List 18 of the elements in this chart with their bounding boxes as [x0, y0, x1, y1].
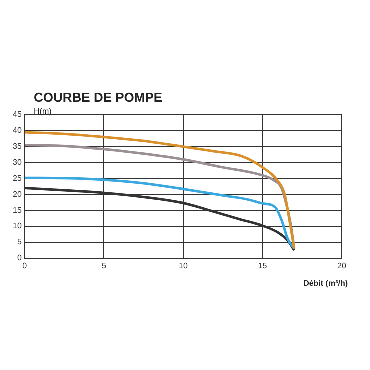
x-tick-label: 10: [178, 261, 188, 270]
y-tick-label: 15: [12, 206, 22, 215]
line-series: [24, 176, 296, 250]
y-tick-label: 45: [12, 110, 22, 120]
y-tick-label: 20: [12, 190, 22, 199]
y-tick-label: 0: [17, 254, 22, 263]
x-tick-label: 20: [338, 261, 347, 270]
x-axis-title: Débit (m³/h): [304, 279, 348, 288]
y-tick-label: 40: [12, 126, 22, 136]
y-tick-label: 35: [12, 142, 22, 152]
y-axis-title: H(m): [34, 107, 52, 116]
x-tick-label: 5: [102, 261, 107, 270]
y-tick-label: 5: [17, 238, 22, 247]
chart-title: COURBE DE POMPE: [34, 90, 163, 105]
y-tick-label: 25: [12, 174, 22, 183]
y-tick-label: 30: [12, 158, 22, 168]
y-tick-label: 10: [12, 222, 22, 231]
x-tick-label: 15: [258, 261, 268, 270]
